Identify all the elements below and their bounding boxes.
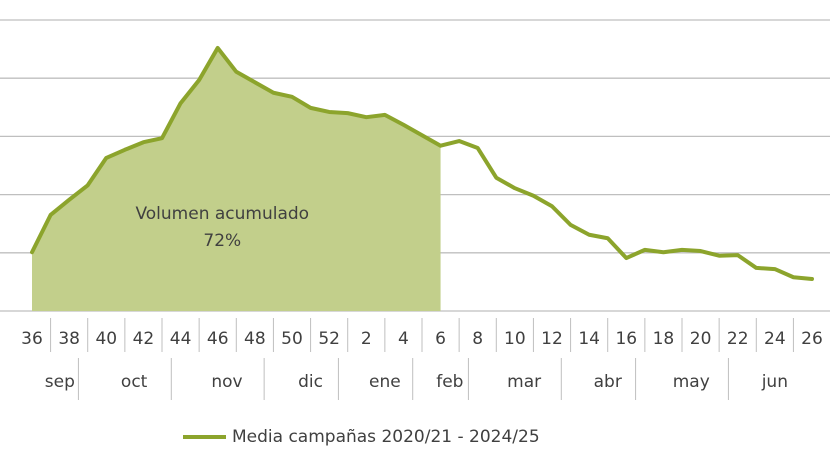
x-tick-label: 50 xyxy=(281,329,303,349)
annotation-value: 72% xyxy=(203,231,241,251)
x-tick-label: 8 xyxy=(472,329,483,349)
month-label: abr xyxy=(594,372,622,392)
x-tick-label: 36 xyxy=(21,329,43,349)
month-label: may xyxy=(673,372,710,392)
x-tick-label: 14 xyxy=(578,329,600,349)
month-label: nov xyxy=(211,372,242,392)
month-label: mar xyxy=(507,372,541,392)
month-label: oct xyxy=(121,372,148,392)
x-tick-label: 6 xyxy=(435,329,446,349)
x-tick-label: 16 xyxy=(615,329,637,349)
x-tick-label: 44 xyxy=(170,329,192,349)
x-tick-label: 52 xyxy=(318,329,340,349)
x-tick-label: 20 xyxy=(690,329,712,349)
x-tick-label: 38 xyxy=(58,329,80,349)
x-tick-label: 26 xyxy=(801,329,823,349)
month-label: dic xyxy=(298,372,323,392)
x-tick-label: 18 xyxy=(653,329,675,349)
month-label: jun xyxy=(761,372,788,392)
line xyxy=(30,45,814,281)
x-tick-label: 4 xyxy=(398,329,409,349)
x-tick-label: 40 xyxy=(95,329,117,349)
x-tick-label: 46 xyxy=(207,329,229,349)
x-tick-label: 42 xyxy=(133,329,155,349)
month-label: ene xyxy=(369,372,401,392)
legend-label: Media campañas 2020/21 - 2024/25 xyxy=(232,427,540,447)
x-tick-label: 24 xyxy=(764,329,786,349)
x-tick-label: 12 xyxy=(541,329,563,349)
month-label: sep xyxy=(45,372,75,392)
x-tick-label: 10 xyxy=(504,329,526,349)
x-tick-label: 2 xyxy=(361,329,372,349)
month-label: feb xyxy=(436,372,463,392)
annotation-text: Volumen acumulado xyxy=(135,204,309,224)
x-tick-label: 48 xyxy=(244,329,266,349)
x-tick-label: 22 xyxy=(727,329,749,349)
